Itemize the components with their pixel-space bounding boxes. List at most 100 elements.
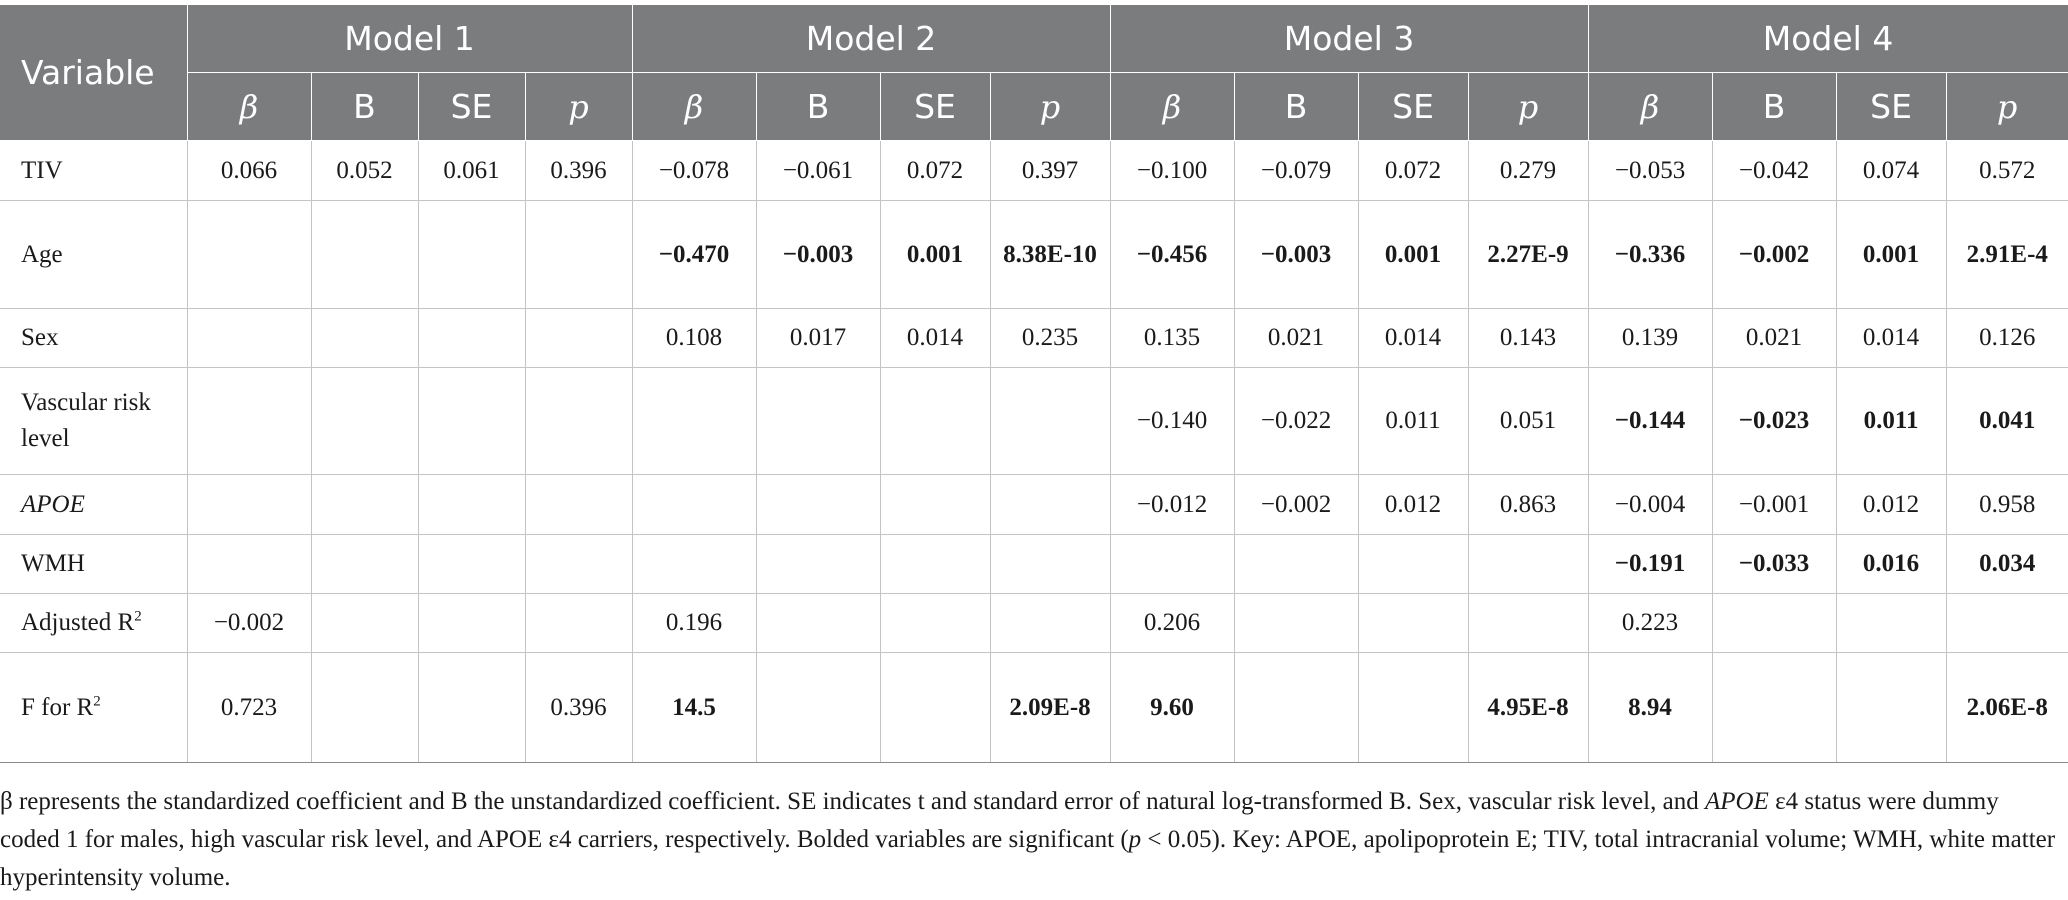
table-cell	[310, 474, 419, 535]
table-cell: −0.004	[1587, 474, 1713, 535]
model-2-b-header: B	[755, 72, 881, 141]
table-cell	[631, 474, 757, 535]
table-cell: 4.95E-8	[1467, 652, 1589, 763]
table-cell	[989, 534, 1111, 594]
table-cell: 0.001	[879, 200, 991, 309]
table-cell	[524, 308, 633, 368]
table-cell: 0.034	[1945, 534, 2068, 594]
table-cell: −0.001	[1711, 474, 1837, 535]
table-cell: 0.021	[1711, 308, 1837, 368]
table-cell: 0.014	[1357, 308, 1469, 368]
table-cell	[1357, 534, 1469, 594]
table-cell: −0.012	[1109, 474, 1235, 535]
model-4-p-header: p	[1945, 72, 2068, 141]
model-3-p-header: p	[1467, 72, 1589, 141]
table-cell: 0.958	[1945, 474, 2068, 535]
table-cell: −0.100	[1109, 140, 1235, 201]
table-cell: 0.126	[1945, 308, 2068, 368]
table-cell: −0.002	[1233, 474, 1359, 535]
table-cell	[755, 652, 881, 763]
table-cell	[755, 534, 881, 594]
model-4-beta-header: β	[1587, 72, 1713, 141]
table-cell: −0.061	[755, 140, 881, 201]
table-cell	[417, 534, 526, 594]
table-cell	[1357, 593, 1469, 653]
regression-table: Variable Model 1 Model 2 Model 3 Model 4…	[0, 4, 2068, 763]
table-cell: 0.139	[1587, 308, 1713, 368]
model-4-b-header: B	[1711, 72, 1837, 141]
table-cell	[310, 367, 419, 475]
table-cell: 0.396	[524, 140, 633, 201]
table-header: Variable Model 1 Model 2 Model 3 Model 4…	[0, 4, 2068, 141]
table-cell: −0.042	[1711, 140, 1837, 201]
model-3-b-header: B	[1233, 72, 1359, 141]
table-row-wmh: WMH −0.191 −0.033 0.016 0.034	[0, 534, 2068, 594]
model-4-se-header: SE	[1835, 72, 1947, 141]
row-label-wmh: WMH	[0, 534, 188, 594]
header-row-models: Variable Model 1 Model 2 Model 3 Model 4	[0, 4, 2068, 141]
table-cell	[310, 593, 419, 653]
row-label-text: TIV	[21, 156, 63, 184]
model-2-p-header: p	[989, 72, 1111, 141]
row-label-text: Adjusted R	[21, 609, 135, 636]
row-label-text: Age	[21, 240, 63, 268]
table-cell	[1945, 593, 2068, 653]
table-cell: 0.206	[1109, 593, 1235, 653]
table-cell	[417, 367, 526, 475]
model-1-b-header: B	[310, 72, 419, 141]
table-cell: −0.078	[631, 140, 757, 201]
superscript: 2	[134, 608, 142, 625]
table-row-f-for-r2: F for R2 0.723 0.396 14.5 2.09E-8 9.60 4.95E-8…	[0, 652, 2068, 763]
table-cell	[989, 593, 1111, 653]
table-cell: 8.94	[1587, 652, 1713, 763]
table-row-tiv: TIV 0.066 0.052 0.061 0.396 −0.078 −0.061 0.072…	[0, 140, 2068, 201]
table-cell: 0.108	[631, 308, 757, 368]
table-cell: 0.012	[1357, 474, 1469, 535]
table-cell: 0.017	[755, 308, 881, 368]
table-cell: 0.014	[1835, 308, 1947, 368]
table-cell: 0.196	[631, 593, 757, 653]
table-cell	[310, 534, 419, 594]
table-cell: 9.60	[1109, 652, 1235, 763]
table-cell	[989, 474, 1111, 535]
table-cell	[1233, 652, 1359, 763]
table-cell	[755, 474, 881, 535]
table-cell	[417, 308, 526, 368]
table-cell	[1835, 593, 1947, 653]
table-cell: −0.144	[1587, 367, 1713, 475]
table-row-apoe: APOE −0.012 −0.002 0.012 0.863 −0.004 −0.001 0.…	[0, 474, 2068, 535]
table-cell	[186, 367, 312, 475]
model-2-se-header: SE	[879, 72, 991, 141]
row-label-tiv: TIV	[0, 140, 188, 201]
table-cell: 8.38E-10	[989, 200, 1111, 309]
table-cell	[879, 367, 991, 475]
table-cell: −0.140	[1109, 367, 1235, 475]
row-label-text: F for R	[21, 693, 94, 721]
footnote-text-3: < 0.05). Key: APOE, apolipoprotein E; TI…	[0, 826, 2056, 891]
footnote-p: p	[1128, 826, 1142, 853]
table-cell: 2.91E-4	[1945, 200, 2068, 309]
table-cell: −0.336	[1587, 200, 1713, 309]
table-cell	[1711, 593, 1837, 653]
table-cell	[310, 200, 419, 309]
model-2-beta-header: β	[631, 72, 757, 141]
table-cell: −0.191	[1587, 534, 1713, 594]
table-cell: 2.27E-9	[1467, 200, 1589, 309]
table-cell: −0.003	[755, 200, 881, 309]
variable-header: Variable	[0, 4, 188, 141]
row-label-vascular-risk-level: Vascular risk level	[0, 367, 188, 475]
table-cell: 0.279	[1467, 140, 1589, 201]
table-cell	[1467, 534, 1589, 594]
table-cell	[310, 308, 419, 368]
table-cell: 0.223	[1587, 593, 1713, 653]
table-cell	[417, 474, 526, 535]
model-1-p-header: p	[524, 72, 633, 141]
table-cell: 0.072	[879, 140, 991, 201]
table-cell: 0.052	[310, 140, 419, 201]
table-cell	[417, 200, 526, 309]
table-cell	[1835, 652, 1947, 763]
row-label-f-for-r2: F for R2	[0, 652, 188, 763]
table-cell: 0.074	[1835, 140, 1947, 201]
model-3-se-header: SE	[1357, 72, 1469, 141]
table-cell	[1711, 652, 1837, 763]
